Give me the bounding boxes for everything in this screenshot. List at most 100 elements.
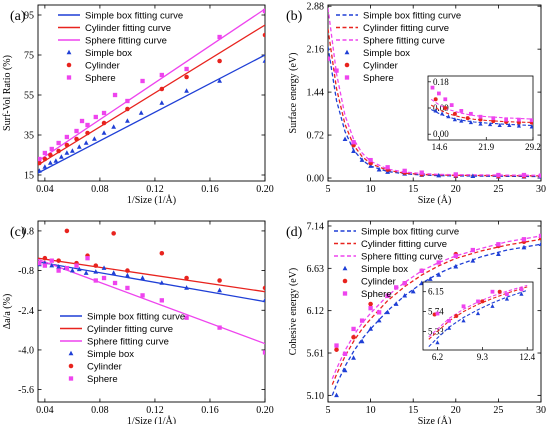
inset-point-sph bbox=[519, 287, 524, 292]
data-point-sph bbox=[125, 98, 130, 104]
y-axis-label: Cohesive energy (eV) bbox=[288, 268, 299, 356]
x-axis-label: Size (Å) bbox=[418, 194, 452, 206]
data-point-sph bbox=[521, 172, 527, 178]
data-point-box bbox=[125, 118, 130, 123]
data-point-sph bbox=[328, 56, 331, 61]
data-point-cyl bbox=[334, 347, 339, 352]
inset-point-sph bbox=[504, 117, 508, 122]
data-point-box bbox=[376, 166, 382, 172]
x-tick-label: 0.04 bbox=[36, 405, 54, 416]
data-point-box bbox=[76, 266, 82, 272]
y-tick-label: 0.72 bbox=[307, 131, 325, 142]
data-point-sph bbox=[184, 66, 189, 72]
legend-label: Sphere bbox=[363, 73, 394, 84]
inset-point-box bbox=[435, 340, 440, 345]
inset-y-tick-label: 0.00 bbox=[433, 129, 449, 139]
inset-point-cyl bbox=[516, 120, 521, 125]
inset-point-sph bbox=[476, 299, 480, 304]
legend-label: Sphere fitting curve bbox=[363, 36, 445, 47]
x-tick-label: 25 bbox=[493, 184, 503, 195]
inset-line-sph bbox=[430, 98, 533, 120]
y-tick-label: 15 bbox=[24, 171, 34, 182]
data-point-cyl bbox=[64, 228, 70, 234]
data-point-sph bbox=[140, 293, 145, 298]
y-tick-label: 7.14 bbox=[307, 221, 325, 232]
data-point-cyl bbox=[159, 86, 165, 92]
data-point-cyl bbox=[93, 263, 99, 268]
data-point-box bbox=[53, 158, 59, 163]
x-axis-label: Size (Å) bbox=[418, 415, 452, 424]
inset-point-cyl bbox=[452, 111, 457, 116]
inset-y-tick-label: 0.09 bbox=[433, 103, 449, 113]
inset-point-sph bbox=[461, 304, 466, 309]
panel-label: (c) bbox=[10, 225, 26, 240]
data-point-cyl bbox=[217, 58, 222, 64]
panel-label: (a) bbox=[10, 9, 26, 24]
inset-point-box bbox=[461, 318, 466, 323]
x-tick-label: 15 bbox=[408, 184, 418, 195]
data-point-box bbox=[217, 287, 222, 293]
panel-d: 5 10 15 20 25 30 5.10 5.61 6.12 6.63 7.14 Size (Å) C… bbox=[286, 220, 546, 424]
data-point-box bbox=[83, 140, 89, 145]
data-point-sph bbox=[436, 260, 441, 265]
data-point-box bbox=[93, 269, 99, 274]
data-point-sph bbox=[385, 165, 390, 170]
inset-point-box bbox=[433, 108, 438, 113]
inset-point-sph bbox=[478, 114, 483, 119]
data-point-sph bbox=[49, 258, 54, 263]
x-tick-label: 20 bbox=[451, 405, 461, 416]
legend-label: Cylinder fitting curve bbox=[361, 239, 447, 250]
inset-point-sph bbox=[436, 91, 441, 96]
legend-label: Simple box bbox=[85, 48, 132, 59]
data-point-sph bbox=[42, 263, 48, 268]
inset-line-box bbox=[428, 289, 528, 347]
y-tick-label: 0.8 bbox=[22, 226, 35, 237]
data-point-box bbox=[521, 244, 527, 250]
x-axis-label: 1/Size (1/Å) bbox=[127, 194, 176, 206]
data-point-sph bbox=[402, 168, 407, 174]
inset-point-sph bbox=[443, 97, 448, 102]
inset-area bbox=[428, 284, 528, 347]
y-axis-label: Δa/a (%) bbox=[2, 294, 13, 330]
data-point-sph bbox=[376, 310, 382, 315]
data-point-sph bbox=[49, 146, 54, 152]
data-point-sph bbox=[402, 281, 407, 286]
series-line-sph bbox=[38, 258, 265, 345]
data-point-cyl bbox=[159, 250, 165, 256]
data-point-box bbox=[376, 317, 382, 323]
inset-point-cyl bbox=[497, 289, 502, 294]
inset-y-tick-label: 0.18 bbox=[433, 77, 449, 87]
inset-y-tick-label: 5.33 bbox=[428, 327, 444, 337]
data-point-box bbox=[56, 264, 62, 269]
data-point-cyl bbox=[101, 120, 107, 126]
y-tick-label: 5.61 bbox=[307, 349, 325, 360]
plot-area bbox=[328, 7, 541, 179]
y-tick-label: 1.44 bbox=[307, 88, 325, 99]
data-point-box bbox=[262, 297, 265, 303]
data-point-sph bbox=[470, 247, 475, 253]
data-point-sph bbox=[125, 285, 130, 291]
series-line-box bbox=[38, 261, 265, 303]
x-tick-label: 20 bbox=[451, 184, 461, 195]
x-tick-label: 0.20 bbox=[256, 405, 274, 416]
x-axis-label: 1/Size (1/Å) bbox=[127, 415, 176, 424]
data-point-sph bbox=[101, 110, 107, 116]
y-tick-label: -0.8 bbox=[18, 266, 34, 277]
data-point-box bbox=[410, 288, 416, 294]
data-point-sph bbox=[42, 150, 48, 156]
y-tick-label: 55 bbox=[24, 91, 34, 102]
panel-label: (b) bbox=[286, 9, 303, 24]
inset-point-box bbox=[475, 311, 481, 316]
y-tick-label: 0.00 bbox=[307, 174, 325, 185]
inset-line-cyl bbox=[428, 286, 528, 340]
inset-point-box bbox=[529, 124, 533, 129]
data-point-box bbox=[111, 270, 117, 275]
data-point-sph bbox=[38, 260, 42, 266]
data-point-sph bbox=[101, 275, 107, 281]
plot-area bbox=[38, 8, 265, 174]
legend-label: Simple box fitting curve bbox=[361, 227, 459, 238]
y-tick-label: -2.4 bbox=[18, 306, 34, 317]
x-tick-label: 0.12 bbox=[146, 405, 164, 416]
inset-point-box bbox=[504, 296, 510, 301]
data-point-box bbox=[83, 270, 89, 275]
